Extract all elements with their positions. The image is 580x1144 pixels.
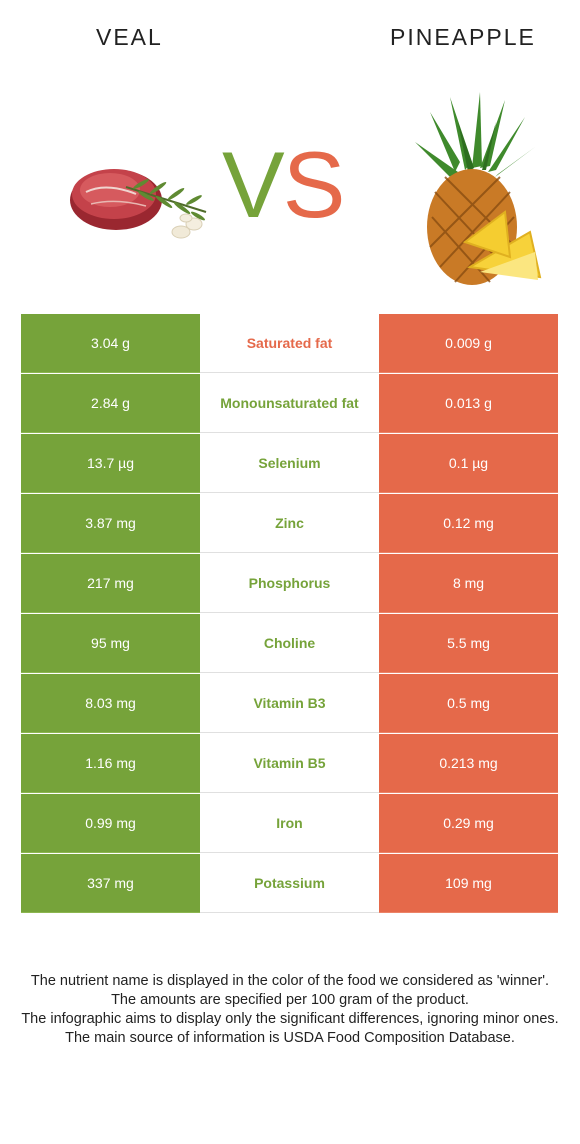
left-value: 0.99 mg (21, 794, 200, 853)
left-value: 8.03 mg (21, 674, 200, 733)
table-row: 337 mg Potassium 109 mg (21, 854, 558, 914)
right-value: 0.213 mg (379, 734, 558, 793)
right-value: 5.5 mg (379, 614, 558, 673)
table-row: 3.04 g Saturated fat 0.009 g (21, 314, 558, 374)
right-value: 109 mg (379, 854, 558, 913)
vs-s: S (282, 132, 346, 237)
comparison-header: VEAL PINEAPPLE VS (0, 0, 580, 310)
nutrient-name: Potassium (200, 854, 379, 913)
table-row: 3.87 mg Zinc 0.12 mg (21, 494, 558, 554)
left-value: 3.04 g (21, 314, 200, 373)
nutrient-name: Saturated fat (200, 314, 379, 373)
table-row: 8.03 mg Vitamin B3 0.5 mg (21, 674, 558, 734)
left-value: 217 mg (21, 554, 200, 613)
right-value: 0.12 mg (379, 494, 558, 553)
left-value: 337 mg (21, 854, 200, 913)
nutrient-name: Vitamin B5 (200, 734, 379, 793)
veal-image (70, 169, 207, 239)
nutrient-name: Vitamin B3 (200, 674, 379, 733)
footer-line-4: The main source of information is USDA F… (65, 1030, 515, 1046)
footer-notes: The nutrient name is displayed in the co… (10, 972, 570, 1048)
left-food-title: VEAL (96, 24, 163, 50)
right-value: 8 mg (379, 554, 558, 613)
footer-line-3: The infographic aims to display only the… (21, 1011, 559, 1027)
right-value: 0.1 µg (379, 434, 558, 493)
table-row: 13.7 µg Selenium 0.1 µg (21, 434, 558, 494)
table-row: 0.99 mg Iron 0.29 mg (21, 794, 558, 854)
right-value: 0.5 mg (379, 674, 558, 733)
left-value: 13.7 µg (21, 434, 200, 493)
left-value: 2.84 g (21, 374, 200, 433)
vs-v: V (222, 132, 285, 237)
table-row: 1.16 mg Vitamin B5 0.213 mg (21, 734, 558, 794)
table-row: 2.84 g Monounsaturated fat 0.013 g (21, 374, 558, 434)
left-value: 95 mg (21, 614, 200, 673)
right-value: 0.29 mg (379, 794, 558, 853)
nutrient-name: Selenium (200, 434, 379, 493)
pineapple-image (415, 92, 542, 285)
nutrient-name: Phosphorus (200, 554, 379, 613)
nutrient-name: Zinc (200, 494, 379, 553)
table-row: 217 mg Phosphorus 8 mg (21, 554, 558, 614)
right-value: 0.013 g (379, 374, 558, 433)
footer-line-2: The amounts are specified per 100 gram o… (111, 992, 469, 1008)
right-food-title: PINEAPPLE (390, 24, 536, 50)
nutrient-name: Monounsaturated fat (200, 374, 379, 433)
nutrient-table: 3.04 g Saturated fat 0.009 g 2.84 g Monounsa… (21, 314, 558, 914)
left-value: 3.87 mg (21, 494, 200, 553)
right-value: 0.009 g (379, 314, 558, 373)
footer-line-1: The nutrient name is displayed in the co… (30, 973, 550, 989)
left-value: 1.16 mg (21, 734, 200, 793)
vs-label: VS (222, 138, 345, 232)
nutrient-name: Choline (200, 614, 379, 673)
table-row: 95 mg Choline 5.5 mg (21, 614, 558, 674)
nutrient-name: Iron (200, 794, 379, 853)
